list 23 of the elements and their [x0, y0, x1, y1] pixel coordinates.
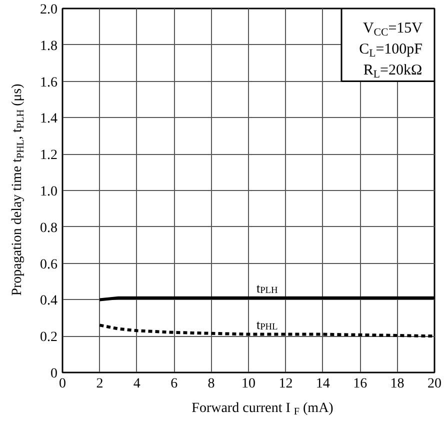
y-tick-label: 1.2 [40, 148, 58, 164]
x-tick-label: 8 [208, 376, 215, 392]
line-series [98, 324, 434, 338]
x-tick-label: 10 [242, 376, 256, 392]
y-tick-label: 0.2 [40, 330, 58, 346]
x-tick-label: 18 [390, 376, 404, 392]
y-tick-label: 1.6 [40, 75, 58, 90]
x-tick-label: 20 [428, 376, 442, 392]
y-tick-label: 1.4 [40, 112, 58, 127]
y-axis-title: Propagation delay time tPHL, tPLH (μs) [10, 83, 26, 296]
y-tick-label: 0 [50, 366, 58, 382]
y-tick-label: 1.8 [40, 38, 58, 54]
y-tick-label: 2.0 [40, 2, 58, 18]
y-tick-label: 0.4 [40, 294, 58, 309]
y-tick-label: 0.6 [40, 257, 58, 272]
y-tick-label: 1.0 [40, 184, 58, 200]
x-tick-label: 16 [353, 376, 368, 392]
x-tick-label: 14 [316, 376, 330, 392]
x-tick-label: 4 [133, 376, 140, 392]
x-tick-label: 6 [170, 376, 178, 392]
y-tick-label: 0.8 [40, 220, 58, 236]
x-tick-label: 12 [278, 376, 293, 392]
x-tick-label: 2 [96, 376, 104, 392]
